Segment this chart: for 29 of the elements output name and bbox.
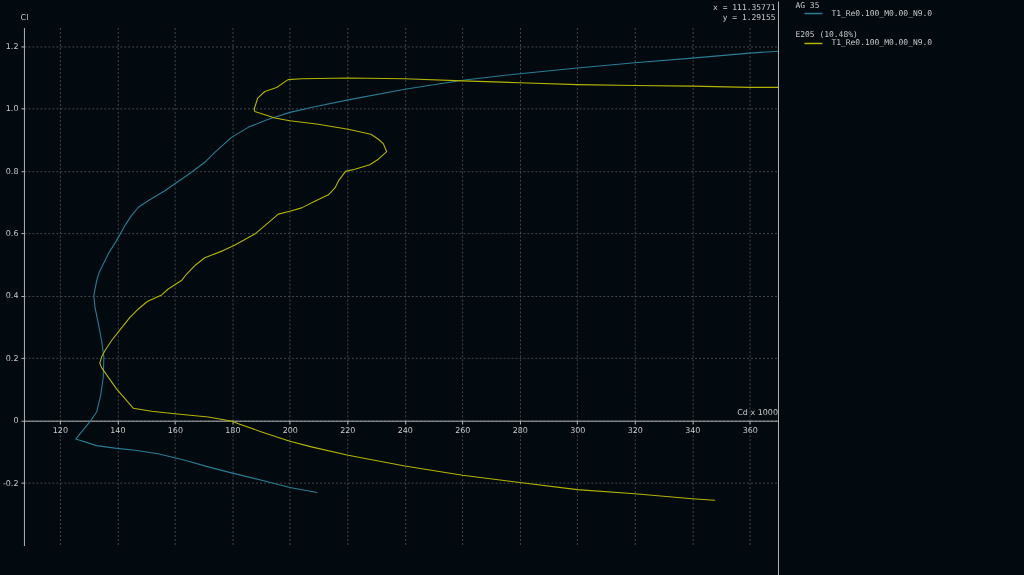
y-tick-label: -0.2	[2, 478, 19, 488]
text: AG 35	[795, 0, 820, 10]
x-tick-label: 120	[52, 426, 68, 436]
x-tick-label: 160	[167, 426, 183, 436]
x-tick-label: 340	[685, 426, 701, 436]
text: T1_Re0.100_M0.00_N9.0	[831, 38, 933, 48]
x-tick-label: 260	[455, 426, 471, 436]
text: E205 (10.48%)	[795, 30, 858, 40]
x-axis-title: Cd x 1000	[737, 408, 778, 418]
x-tick-label: 320	[627, 426, 643, 436]
y-tick-label: 0.6	[5, 228, 19, 238]
y-tick-label: 1.2	[5, 41, 19, 51]
x-tick-label: 240	[397, 426, 413, 436]
y-tick-label: 0.2	[5, 353, 19, 363]
y-tick-label: 1.0	[5, 104, 19, 114]
y-tick-label: 0.8	[5, 166, 19, 176]
y-tick-label: 0	[13, 416, 19, 426]
x-tick-label: 220	[340, 426, 356, 436]
x-tick-label: 180	[225, 426, 241, 436]
x-tick-label: 360	[742, 426, 758, 436]
text: x = 111.35771	[713, 2, 776, 12]
text: y = 1.29155	[722, 12, 776, 22]
x-tick-label: 140	[110, 426, 126, 436]
text: T1_Re0.100_M0.00_N9.0	[831, 8, 933, 18]
y-axis-title: Cl	[20, 13, 29, 23]
x-tick-label: 300	[570, 426, 586, 436]
y-tick-label: 0.4	[5, 291, 19, 301]
x-tick-label: 200	[282, 426, 298, 436]
x-tick-label: 280	[512, 426, 528, 436]
